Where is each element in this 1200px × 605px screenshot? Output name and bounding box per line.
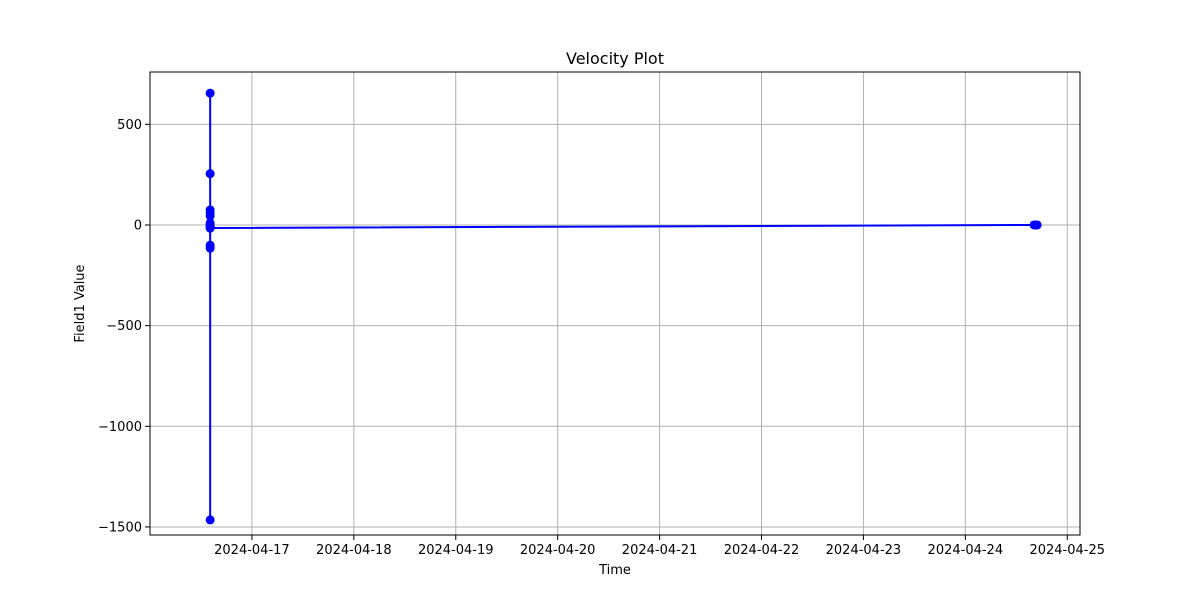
x-tick-label: 2024-04-22	[724, 543, 800, 558]
x-tick-label: 2024-04-20	[520, 543, 596, 558]
x-axis-label: Time	[598, 563, 631, 578]
data-point	[205, 169, 215, 179]
y-axis-label: Field1 Value	[73, 264, 88, 342]
x-tick-label: 2024-04-24	[928, 543, 1004, 558]
x-tick-label: 2024-04-19	[418, 543, 494, 558]
data-point	[205, 243, 215, 253]
x-tick-label: 2024-04-23	[826, 543, 902, 558]
grid	[150, 72, 1080, 535]
plot-area	[205, 88, 1042, 525]
y-tick-label: 0	[134, 218, 142, 233]
y-tick-label: −1000	[98, 420, 142, 435]
axes-frame	[149, 71, 1081, 536]
x-tick-label: 2024-04-21	[622, 543, 698, 558]
data-point	[205, 223, 215, 233]
data-point	[1032, 220, 1042, 230]
data-point	[205, 515, 215, 525]
chart-title: Velocity Plot	[566, 49, 664, 68]
data-point	[205, 211, 215, 221]
y-tick-label: 500	[117, 118, 142, 133]
x-tick-label: 2024-04-18	[316, 543, 392, 558]
data-point	[205, 88, 215, 98]
x-tick-label: 2024-04-25	[1029, 543, 1105, 558]
y-tick-label: −500	[106, 319, 142, 334]
x-tick-label: 2024-04-17	[214, 543, 290, 558]
y-tick-label: −1500	[98, 520, 142, 535]
axis-ticks: 2024-04-17 2024-04-18 2024-04-19 2024-04-20…	[98, 118, 1105, 558]
